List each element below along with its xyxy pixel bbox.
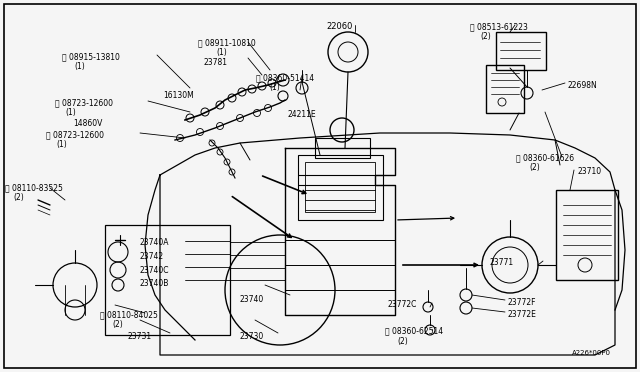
Bar (315, 138, 370, 158)
Text: Ⓒ 08723-12600: Ⓒ 08723-12600 (46, 130, 104, 139)
Text: Ⓢ 08513-61223: Ⓢ 08513-61223 (470, 22, 528, 31)
Text: (1): (1) (65, 108, 76, 117)
Text: (1): (1) (56, 140, 67, 149)
Text: (2): (2) (13, 193, 24, 202)
Text: Ⓢ 08360-61626: Ⓢ 08360-61626 (516, 153, 574, 162)
Text: 23781: 23781 (203, 58, 227, 67)
Text: 23740B: 23740B (140, 279, 170, 288)
Text: 16130M: 16130M (163, 91, 194, 100)
Text: Ⓢ 08360-62514: Ⓢ 08360-62514 (385, 326, 443, 335)
Text: (1): (1) (216, 48, 227, 57)
Text: (2): (2) (397, 337, 408, 346)
Text: Ⓑ 08110-83525: Ⓑ 08110-83525 (5, 183, 63, 192)
Text: Ⓦ 08915-13810: Ⓦ 08915-13810 (62, 52, 120, 61)
Text: A226*00P0: A226*00P0 (572, 350, 611, 356)
Text: 23772F: 23772F (508, 298, 536, 307)
Text: Ⓑ 08110-84025: Ⓑ 08110-84025 (100, 310, 158, 319)
Text: 23740C: 23740C (140, 266, 170, 275)
Text: (1): (1) (74, 62, 84, 71)
Text: 23740A: 23740A (140, 238, 170, 247)
Text: 23772C: 23772C (388, 300, 417, 309)
Text: (2): (2) (480, 32, 491, 41)
Text: (2): (2) (112, 320, 123, 329)
Text: 23772E: 23772E (508, 310, 537, 319)
Bar (556, 190, 618, 280)
Bar (305, 162, 375, 212)
Text: 22060: 22060 (326, 22, 353, 31)
Text: 23742: 23742 (140, 252, 164, 261)
Text: 22698N: 22698N (568, 81, 598, 90)
Bar (298, 155, 383, 220)
Text: 23731: 23731 (128, 332, 152, 341)
Text: 23710: 23710 (578, 167, 602, 176)
Text: 23771: 23771 (490, 258, 514, 267)
Text: 23730: 23730 (240, 332, 264, 341)
Text: 14860V: 14860V (73, 119, 102, 128)
Text: 24211E: 24211E (287, 110, 316, 119)
Text: Ⓢ 08360-51414: Ⓢ 08360-51414 (256, 73, 314, 82)
Text: (2): (2) (529, 163, 540, 172)
Bar (496, 32, 546, 70)
Text: Ⓒ 08723-12600: Ⓒ 08723-12600 (55, 98, 113, 107)
Text: (1): (1) (269, 83, 280, 92)
Bar (105, 225, 230, 335)
Text: Ⓝ 08911-10810: Ⓝ 08911-10810 (198, 38, 256, 47)
Text: 23740: 23740 (240, 295, 264, 304)
Bar (486, 65, 524, 113)
